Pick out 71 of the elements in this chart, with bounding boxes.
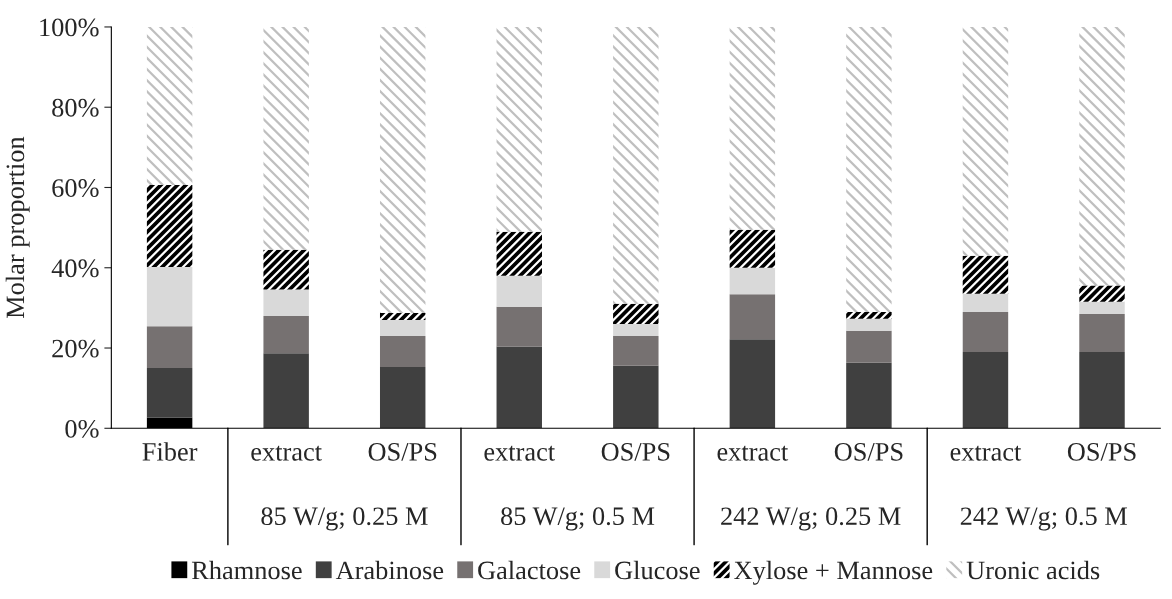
bar xyxy=(613,303,659,324)
bar xyxy=(263,353,309,429)
y-tick-label: 100% xyxy=(40,18,99,37)
bar xyxy=(1079,352,1125,429)
y-axis-title: Molar proportion xyxy=(5,136,30,319)
y-tick-label: 0% xyxy=(65,419,99,438)
bar xyxy=(1079,285,1125,302)
bar xyxy=(613,365,659,429)
bar xyxy=(962,352,1009,429)
bar xyxy=(846,330,892,363)
bar xyxy=(729,229,776,268)
legend-label: Arabinose xyxy=(335,560,444,580)
bar xyxy=(146,368,193,418)
bar xyxy=(379,335,426,367)
bar xyxy=(379,313,426,320)
bar xyxy=(729,267,776,295)
text: 242 W/g; 0.5 M xyxy=(960,507,1128,531)
bar xyxy=(962,255,1009,294)
bar xyxy=(496,306,542,347)
bar xyxy=(379,366,426,429)
bar xyxy=(146,185,193,267)
legend-label: Xylose + Mannose xyxy=(734,560,933,585)
bar xyxy=(962,311,1009,353)
bar xyxy=(846,311,892,319)
x-tick-label: extract xyxy=(251,445,322,461)
bar xyxy=(146,26,193,186)
bar xyxy=(1079,313,1125,353)
legend-label: Rhamnose xyxy=(191,560,302,580)
bar xyxy=(263,26,309,250)
bar xyxy=(1079,301,1125,314)
bar xyxy=(263,315,309,354)
text: 85 W/g; 0.5 M xyxy=(501,507,655,531)
bar xyxy=(962,26,1009,256)
x-tick-label: Fiber xyxy=(142,442,198,461)
x-tick-label: extract xyxy=(484,445,555,461)
text: 85 W/g; 0.25 M xyxy=(261,507,428,531)
bar xyxy=(962,293,1009,312)
x-tick-label: OS/PS xyxy=(834,443,903,461)
bar xyxy=(496,275,542,307)
bar xyxy=(496,346,542,429)
y-tick-label: 40% xyxy=(51,259,99,278)
bar xyxy=(1079,26,1125,286)
bar xyxy=(379,319,426,336)
bar xyxy=(379,26,426,314)
x-tick-label: extract xyxy=(950,445,1022,461)
bar xyxy=(496,26,542,232)
x-tick-label: OS/PS xyxy=(1067,443,1136,461)
bar xyxy=(846,362,892,429)
y-tick-label: 20% xyxy=(52,339,99,358)
text: 242 W/g; 0.25 M xyxy=(721,507,901,531)
y-tick-label: 80% xyxy=(52,98,99,117)
bar xyxy=(846,26,892,312)
bar xyxy=(613,323,659,336)
bar xyxy=(146,326,193,369)
bar xyxy=(729,294,776,340)
legend-label: Uronic acids xyxy=(966,560,1100,580)
bar xyxy=(729,339,776,429)
x-tick-label: extract xyxy=(717,445,789,461)
bar xyxy=(846,318,892,331)
x-tick-label: OS/PS xyxy=(368,443,437,461)
bar xyxy=(729,26,776,230)
y-tick-label: 60% xyxy=(52,179,99,197)
bar xyxy=(613,26,659,304)
bar xyxy=(496,231,542,276)
x-tick-label: OS/PS xyxy=(601,443,670,461)
bar xyxy=(613,335,659,366)
bar xyxy=(263,289,309,316)
bar xyxy=(146,266,193,327)
legend-label: Glucose xyxy=(615,560,700,580)
legend-label: Galactose xyxy=(478,560,581,580)
bar xyxy=(263,249,309,290)
